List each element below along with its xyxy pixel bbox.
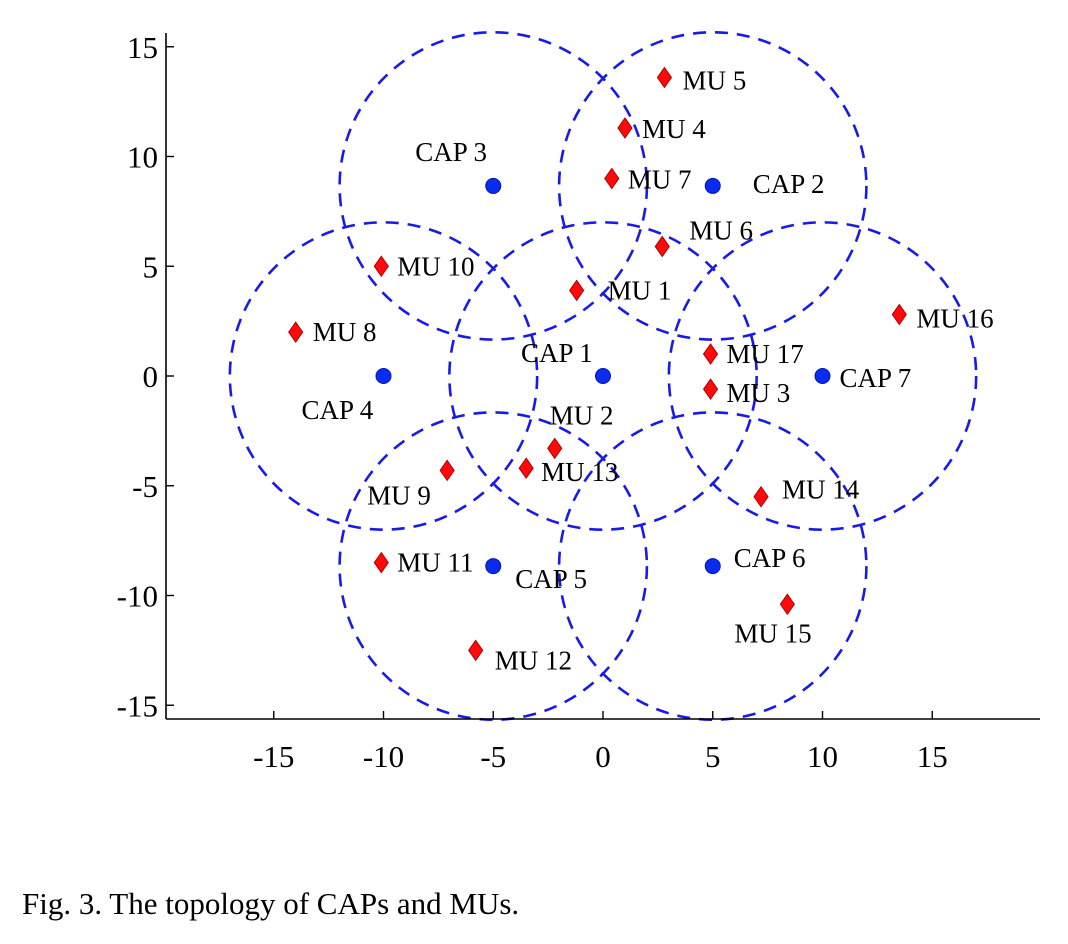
coverage-circle-3 xyxy=(338,30,649,341)
mu-label-3: MU 3 xyxy=(727,378,791,408)
mu-marker-5 xyxy=(656,66,673,89)
mu-label-4: MU 4 xyxy=(642,114,706,144)
coverage-circle-2 xyxy=(557,30,868,341)
mu-label-10: MU 10 xyxy=(397,251,474,281)
mu-label-15: MU 15 xyxy=(734,618,811,648)
cap-label-1: CAP 1 xyxy=(521,338,593,368)
mu-label-1: MU 1 xyxy=(608,275,672,305)
y-tick-label: -15 xyxy=(117,688,158,723)
x-tick-label: 0 xyxy=(595,739,611,774)
cap-marker-6 xyxy=(704,558,721,575)
cap-marker-5 xyxy=(485,558,502,575)
mu-marker-3 xyxy=(702,378,719,401)
mu-label-14: MU 14 xyxy=(782,475,860,505)
mu-label-7: MU 7 xyxy=(628,164,692,194)
mu-marker-1 xyxy=(569,279,585,302)
mu-label-17: MU 17 xyxy=(727,339,804,369)
y-tick-label: 15 xyxy=(127,30,158,65)
y-tick-label: -5 xyxy=(132,469,158,504)
mu-marker-7 xyxy=(604,167,620,190)
cap-marker-7 xyxy=(814,368,831,384)
mu-label-6: MU 6 xyxy=(689,215,753,245)
data-points xyxy=(288,66,907,662)
mu-marker-12 xyxy=(468,639,484,662)
mu-label-16: MU 16 xyxy=(916,304,993,334)
mu-label-8: MU 8 xyxy=(313,317,377,347)
y-tick-label: -10 xyxy=(117,579,158,614)
coverage-circle-1 xyxy=(448,221,758,531)
x-tick-label: 5 xyxy=(705,739,721,774)
cap-marker-4 xyxy=(375,368,392,384)
x-tick-label: 10 xyxy=(807,739,838,774)
point-labels: CAP 1 CAP 2 CAP 3 CAP 4 CAP 5 CAP 6 CAP 7 MU 1 M… xyxy=(302,65,994,675)
y-tick-label: 5 xyxy=(143,249,159,284)
x-tick-label: -10 xyxy=(363,739,404,774)
mu-marker-10 xyxy=(373,255,389,278)
cap-marker-3 xyxy=(485,177,502,194)
mu-label-11: MU 11 xyxy=(397,548,473,578)
mu-marker-15 xyxy=(779,593,795,616)
mu-label-2: MU 2 xyxy=(550,400,614,430)
coverage-circle-7 xyxy=(667,221,978,531)
mu-label-13: MU 13 xyxy=(541,457,618,487)
cap-label-3: CAP 3 xyxy=(415,137,487,167)
mu-marker-16 xyxy=(891,303,907,326)
mu-label-9: MU 9 xyxy=(367,480,431,510)
mu-marker-17 xyxy=(702,343,719,365)
y-tick-label: 10 xyxy=(127,140,158,175)
x-tick-label: -5 xyxy=(480,739,506,774)
cap-label-6: CAP 6 xyxy=(734,543,806,573)
axes: -15 -10 -5 0 5 10 15 -15 -10 -5 0 5 10 15 xyxy=(117,30,1040,774)
x-tick-label: 15 xyxy=(917,739,948,774)
mu-marker-6 xyxy=(654,235,670,258)
cap-label-5: CAP 5 xyxy=(515,564,587,594)
mu-marker-11 xyxy=(373,551,389,574)
mu-marker-4 xyxy=(617,117,633,139)
coverage-circle-6 xyxy=(557,411,868,722)
cap-label-2: CAP 2 xyxy=(753,169,825,199)
coverage-circles xyxy=(228,30,978,722)
coverage-circle-4 xyxy=(228,221,539,531)
mu-marker-2 xyxy=(547,437,563,460)
mu-marker-14 xyxy=(753,485,769,508)
cap-marker-1 xyxy=(595,368,611,384)
coverage-circle-5 xyxy=(338,411,649,722)
figure-caption: Fig. 3. The topology of CAPs and MUs. xyxy=(22,886,520,921)
mu-marker-9 xyxy=(439,459,455,482)
mu-label-12: MU 12 xyxy=(495,645,572,675)
cap-label-4: CAP 4 xyxy=(302,395,374,425)
cap-marker-2 xyxy=(704,177,721,194)
mu-label-5: MU 5 xyxy=(682,65,746,95)
y-tick-label: 0 xyxy=(143,359,159,394)
mu-marker-13 xyxy=(518,457,534,480)
x-tick-label: -15 xyxy=(253,739,294,774)
mu-marker-8 xyxy=(288,321,304,343)
cap-label-7: CAP 7 xyxy=(840,363,912,393)
